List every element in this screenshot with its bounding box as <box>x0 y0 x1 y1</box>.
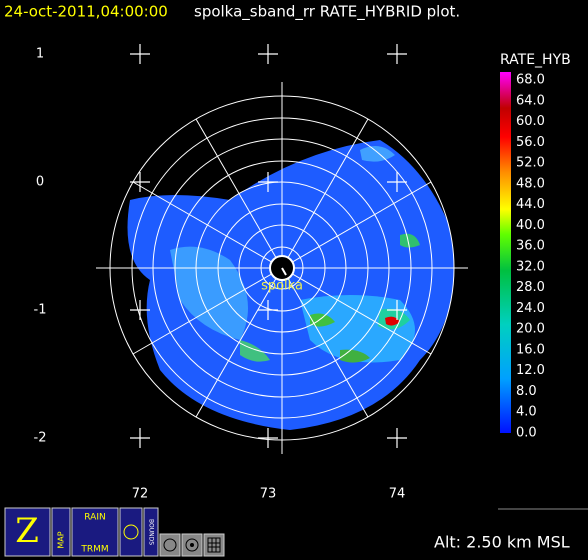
altitude: Alt: 2.50 km MSL <box>434 533 570 552</box>
colorbar-label: 56.0 <box>516 135 545 150</box>
bounds-button[interactable] <box>143 507 159 557</box>
ring-button[interactable] <box>159 533 181 557</box>
timestamp: 24-oct-2011,04:00:00 <box>4 3 168 21</box>
map-label: MAP <box>57 531 66 548</box>
bounds-label: BOUNDS <box>148 519 155 545</box>
colorbar-label: 44.0 <box>516 197 545 212</box>
colorbar-label: 36.0 <box>516 239 545 254</box>
x-label: 73 <box>260 487 277 502</box>
colorbar-label: 20.0 <box>516 322 545 337</box>
zoom-icon: Z <box>15 511 39 551</box>
colorbar-label: 4.0 <box>516 405 537 420</box>
colorbar-label: 64.0 <box>516 93 545 108</box>
y-label: -1 <box>34 303 47 318</box>
plot-title: spolka_sband_rr RATE_HYBRID plot. <box>194 3 460 22</box>
x-label: 72 <box>132 487 149 502</box>
y-label: 1 <box>36 47 44 62</box>
rain-button[interactable] <box>71 507 119 557</box>
colorbar-label: 28.0 <box>516 280 545 295</box>
colorbar-label: 68.0 <box>516 73 545 88</box>
rain-label: RAIN <box>84 513 105 523</box>
colorbar-label: 48.0 <box>516 176 545 191</box>
colorbar-label: 32.0 <box>516 259 545 274</box>
colorbar-label: 60.0 <box>516 114 545 129</box>
colorbar-label: 40.0 <box>516 218 545 233</box>
colorbar-label: 24.0 <box>516 301 545 316</box>
colorbar-label: 52.0 <box>516 156 545 171</box>
colorbar-title: RATE_HYB <box>500 52 571 68</box>
radar-needle <box>281 267 287 276</box>
colorbar-label: 8.0 <box>516 384 537 399</box>
radar-icon <box>123 524 139 540</box>
map-button[interactable] <box>51 507 71 557</box>
grid-crosses <box>130 44 407 448</box>
colorbar-label: 16.0 <box>516 342 545 357</box>
y-label: -2 <box>34 431 47 446</box>
toolbar: Z MAP RAIN TRMM BOUNDS <box>4 507 225 557</box>
x-label: 74 <box>389 487 406 502</box>
station-label: spolka <box>261 279 303 294</box>
grid-button[interactable] <box>203 533 225 557</box>
colorbar-label: 12.0 <box>516 363 545 378</box>
axis-labels: 1 0 -1 -2 72 73 74 <box>34 47 406 502</box>
colorbar-labels: 68.0 64.0 60.0 56.0 52.0 48.0 44.0 40.0 36.0 32.0… <box>516 73 545 441</box>
zoom-button[interactable] <box>4 507 51 557</box>
trmm-label: TRMM <box>80 545 108 555</box>
radar-button[interactable] <box>119 507 143 557</box>
colorbar-label: 0.0 <box>516 426 537 441</box>
y-label: 0 <box>36 175 44 190</box>
colorbar <box>500 72 511 433</box>
